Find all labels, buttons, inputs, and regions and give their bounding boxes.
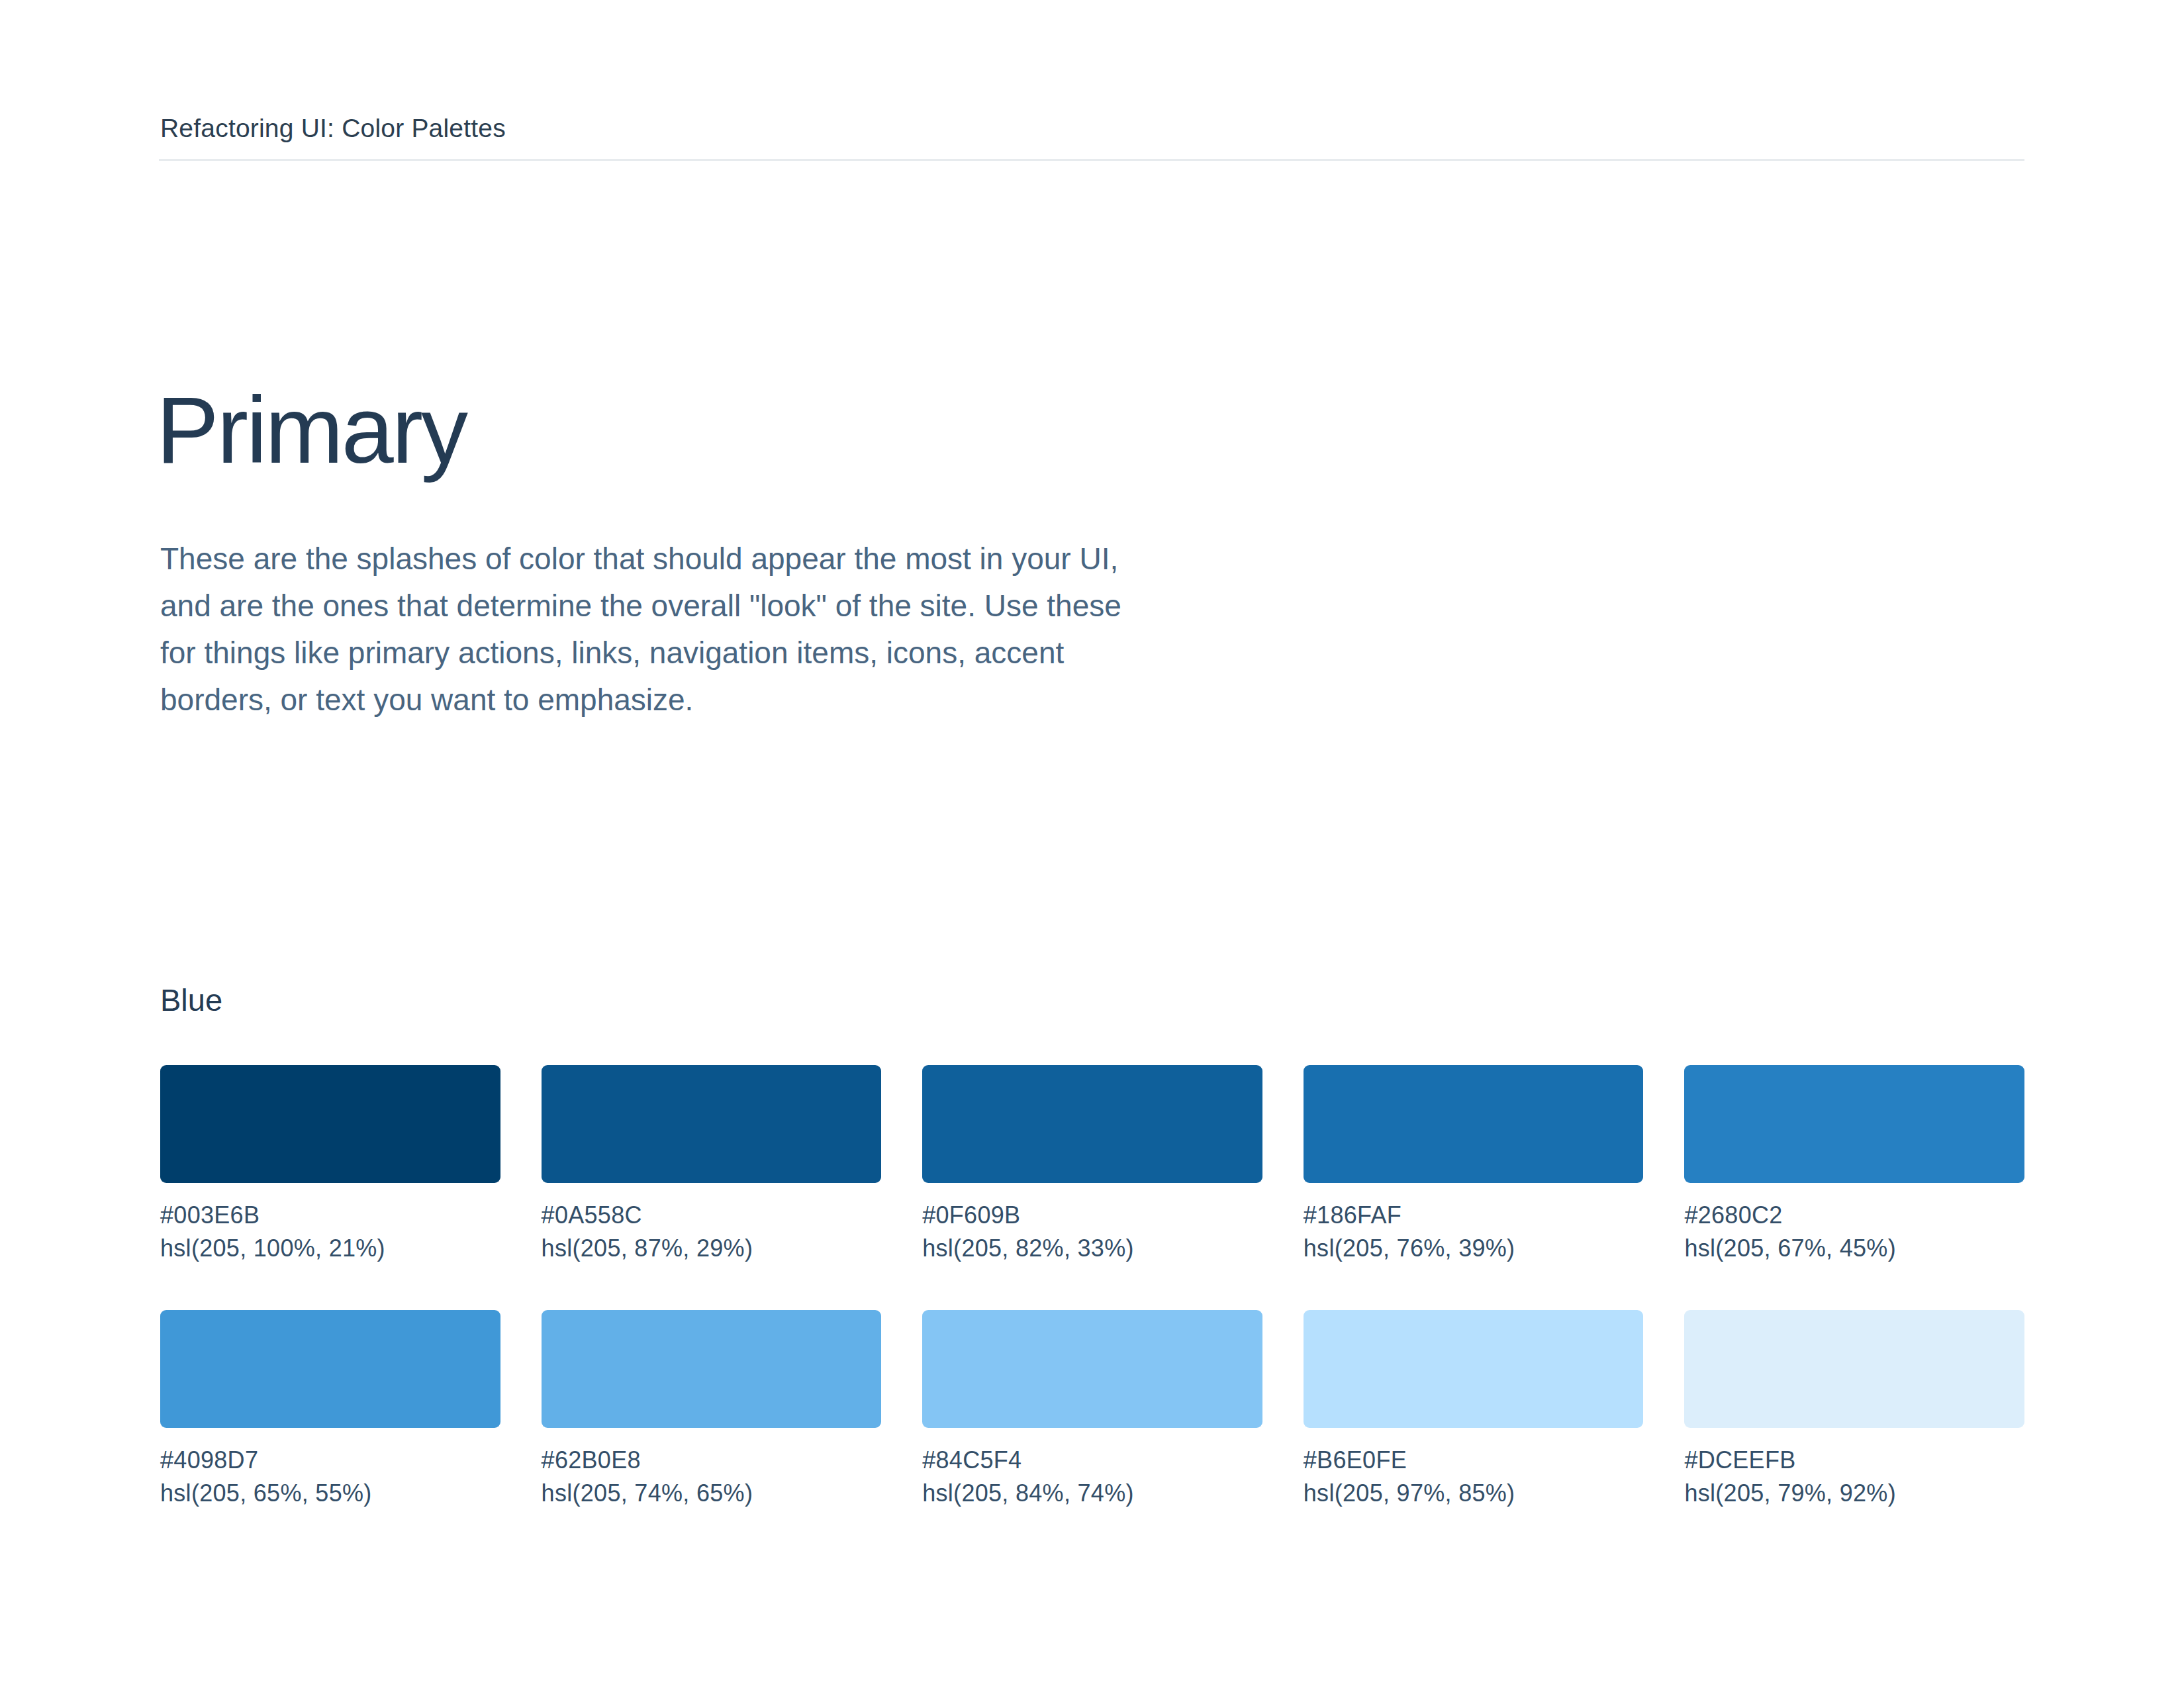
swatch-hsl-value: hsl(205, 79%, 92%) bbox=[1684, 1477, 2024, 1510]
swatch-hex-value: #84C5F4 bbox=[922, 1444, 1262, 1477]
swatch-hsl-value: hsl(205, 74%, 65%) bbox=[542, 1477, 882, 1510]
swatch-color-block bbox=[542, 1310, 882, 1428]
swatch-cell: #4098D7 hsl(205, 65%, 55%) bbox=[160, 1310, 500, 1510]
swatch-hex-value: #186FAF bbox=[1304, 1199, 1644, 1232]
swatch-cell: #2680C2 hsl(205, 67%, 45%) bbox=[1684, 1065, 2024, 1265]
swatch-hex-value: #0A558C bbox=[542, 1199, 882, 1232]
swatch-cell: #0A558C hsl(205, 87%, 29%) bbox=[542, 1065, 882, 1265]
swatch-cell: #B6E0FE hsl(205, 97%, 85%) bbox=[1304, 1310, 1644, 1510]
swatch-hex-value: #003E6B bbox=[160, 1199, 500, 1232]
swatch-hsl-value: hsl(205, 100%, 21%) bbox=[160, 1232, 500, 1265]
swatch-labels: #0F609B hsl(205, 82%, 33%) bbox=[922, 1199, 1262, 1265]
swatch-cell: #DCEEFB hsl(205, 79%, 92%) bbox=[1684, 1310, 2024, 1510]
swatch-labels: #186FAF hsl(205, 76%, 39%) bbox=[1304, 1199, 1644, 1265]
swatch-hsl-value: hsl(205, 76%, 39%) bbox=[1304, 1232, 1644, 1265]
swatch-labels: #DCEEFB hsl(205, 79%, 92%) bbox=[1684, 1444, 2024, 1510]
page-description-line: for things like primary actions, links, … bbox=[160, 630, 1286, 677]
page-description-line: and are the ones that determine the over… bbox=[160, 583, 1286, 630]
swatch-hsl-value: hsl(205, 87%, 29%) bbox=[542, 1232, 882, 1265]
swatch-cell: #0F609B hsl(205, 82%, 33%) bbox=[922, 1065, 1262, 1265]
swatch-hsl-value: hsl(205, 84%, 74%) bbox=[922, 1477, 1262, 1510]
swatch-grid: #003E6B hsl(205, 100%, 21%) #0A558C hsl(… bbox=[160, 1065, 2024, 1510]
swatch-cell: #84C5F4 hsl(205, 84%, 74%) bbox=[922, 1310, 1262, 1510]
swatch-color-block bbox=[1684, 1310, 2024, 1428]
page-title: Primary bbox=[156, 379, 466, 482]
swatch-hex-value: #0F609B bbox=[922, 1199, 1262, 1232]
swatch-labels: #0A558C hsl(205, 87%, 29%) bbox=[542, 1199, 882, 1265]
swatch-labels: #003E6B hsl(205, 100%, 21%) bbox=[160, 1199, 500, 1265]
header-divider bbox=[159, 159, 2024, 161]
swatch-labels: #B6E0FE hsl(205, 97%, 85%) bbox=[1304, 1444, 1644, 1510]
swatch-hsl-value: hsl(205, 82%, 33%) bbox=[922, 1232, 1262, 1265]
swatch-color-block bbox=[1684, 1065, 2024, 1183]
swatch-color-block bbox=[1304, 1310, 1644, 1428]
swatch-hex-value: #62B0E8 bbox=[542, 1444, 882, 1477]
swatch-labels: #62B0E8 hsl(205, 74%, 65%) bbox=[542, 1444, 882, 1510]
document-header-title: Refactoring UI: Color Palettes bbox=[160, 113, 506, 144]
swatch-hex-value: #B6E0FE bbox=[1304, 1444, 1644, 1477]
swatch-hsl-value: hsl(205, 97%, 85%) bbox=[1304, 1477, 1644, 1510]
swatch-color-block bbox=[160, 1065, 500, 1183]
swatch-labels: #2680C2 hsl(205, 67%, 45%) bbox=[1684, 1199, 2024, 1265]
swatch-hsl-value: hsl(205, 65%, 55%) bbox=[160, 1477, 500, 1510]
swatch-color-block bbox=[542, 1065, 882, 1183]
swatch-cell: #62B0E8 hsl(205, 74%, 65%) bbox=[542, 1310, 882, 1510]
page: Refactoring UI: Color Palettes Primary T… bbox=[0, 0, 2184, 1688]
page-description-line: borders, or text you want to emphasize. bbox=[160, 677, 1286, 724]
swatch-labels: #84C5F4 hsl(205, 84%, 74%) bbox=[922, 1444, 1262, 1510]
swatch-cell: #186FAF hsl(205, 76%, 39%) bbox=[1304, 1065, 1644, 1265]
swatch-hex-value: #4098D7 bbox=[160, 1444, 500, 1477]
swatch-hex-value: #DCEEFB bbox=[1684, 1444, 2024, 1477]
palette-name: Blue bbox=[160, 983, 222, 1017]
swatch-hsl-value: hsl(205, 67%, 45%) bbox=[1684, 1232, 2024, 1265]
swatch-labels: #4098D7 hsl(205, 65%, 55%) bbox=[160, 1444, 500, 1510]
swatch-color-block bbox=[1304, 1065, 1644, 1183]
swatch-color-block bbox=[160, 1310, 500, 1428]
swatch-hex-value: #2680C2 bbox=[1684, 1199, 2024, 1232]
page-description: These are the splashes of color that sho… bbox=[160, 536, 1286, 724]
page-description-line: These are the splashes of color that sho… bbox=[160, 536, 1286, 583]
swatch-color-block bbox=[922, 1310, 1262, 1428]
swatch-color-block bbox=[922, 1065, 1262, 1183]
swatch-cell: #003E6B hsl(205, 100%, 21%) bbox=[160, 1065, 500, 1265]
